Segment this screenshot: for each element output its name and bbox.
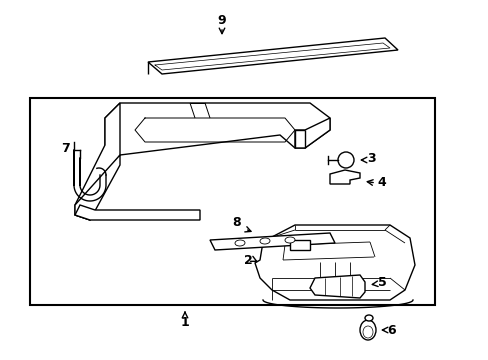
Polygon shape — [148, 38, 397, 74]
Ellipse shape — [235, 240, 244, 246]
Text: 7: 7 — [61, 141, 69, 154]
Text: 6: 6 — [387, 324, 395, 337]
Text: 3: 3 — [367, 152, 376, 165]
Ellipse shape — [359, 320, 375, 340]
Polygon shape — [289, 240, 309, 250]
Polygon shape — [294, 118, 329, 148]
Polygon shape — [254, 225, 414, 300]
Polygon shape — [75, 103, 120, 220]
Circle shape — [337, 152, 353, 168]
Polygon shape — [329, 170, 359, 184]
Text: 1: 1 — [180, 315, 189, 328]
Ellipse shape — [364, 315, 372, 321]
Polygon shape — [75, 155, 120, 220]
Text: 2: 2 — [243, 253, 252, 266]
Bar — [30, 98, 434, 305]
Text: 8: 8 — [232, 216, 241, 229]
Polygon shape — [75, 205, 200, 220]
Polygon shape — [209, 233, 334, 250]
Ellipse shape — [285, 237, 294, 243]
Ellipse shape — [260, 238, 269, 244]
Ellipse shape — [362, 326, 372, 338]
Text: 5: 5 — [377, 276, 386, 289]
Text: 4: 4 — [377, 176, 386, 189]
Text: 9: 9 — [217, 13, 226, 27]
Polygon shape — [105, 103, 329, 155]
Polygon shape — [309, 275, 364, 298]
